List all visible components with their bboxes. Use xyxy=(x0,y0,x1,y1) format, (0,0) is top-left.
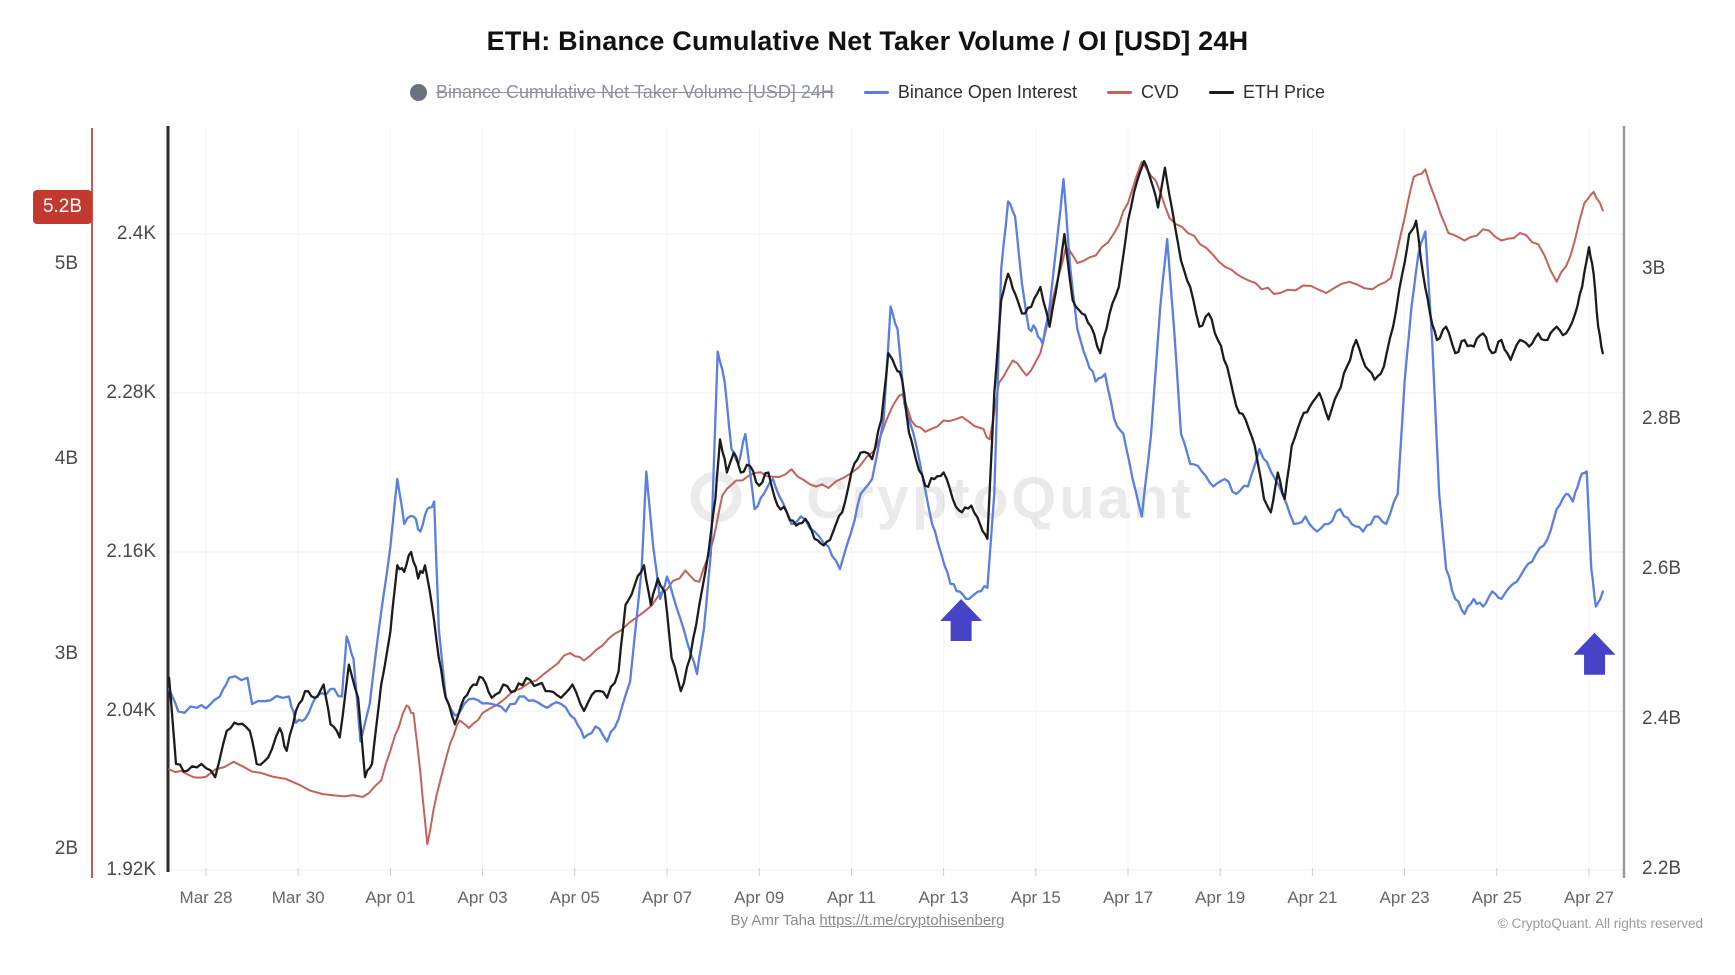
page-title: ETH: Binance Cumulative Net Taker Volume… xyxy=(486,26,1249,56)
legend-item-cvd[interactable]: CVD xyxy=(1106,81,1179,103)
legend-dash-icon xyxy=(1208,90,1234,94)
series-line-cvd xyxy=(168,160,1604,846)
up-arrow-annotation xyxy=(1573,632,1616,675)
y-tick-right: 2.2B xyxy=(1642,858,1682,879)
legend-item-binance-cumulative-net-taker-volume-usd-h[interactable]: Binance Cumulative Net Taker Volume [USD… xyxy=(409,81,834,103)
x-tick-label: Apr 15 xyxy=(1010,888,1061,907)
x-tick-label: Apr 03 xyxy=(457,888,508,907)
up-arrow-annotation xyxy=(940,599,983,641)
x-tick-label: Apr 27 xyxy=(1563,888,1615,907)
y-tick-right: 3B xyxy=(1642,258,1666,279)
legend-label: Binance Cumulative Net Taker Volume [USD… xyxy=(435,81,834,102)
y-tick-left-outer: 3B xyxy=(54,643,78,664)
x-tick-label: Apr 21 xyxy=(1287,888,1338,907)
footer-link[interactable]: https://t.me/cryptohisenberg xyxy=(819,912,1005,929)
legend-item-eth-price[interactable]: ETH Price xyxy=(1208,81,1325,103)
legend-dash-icon xyxy=(1106,90,1132,94)
legend-dash-icon xyxy=(863,90,889,94)
x-tick-label: Apr 17 xyxy=(1102,888,1154,907)
footer-credit-text: By Amr Taha xyxy=(730,912,816,929)
x-tick-label: Mar 30 xyxy=(271,888,325,907)
y-tick-left-inner: 2.16K xyxy=(106,541,156,562)
y-tick-left-inner: 1.92K xyxy=(106,859,156,880)
y-tick-left-inner: 2.28K xyxy=(106,382,156,403)
footer-credit: By Amr Taha https://t.me/cryptohisenberg xyxy=(0,912,1735,929)
x-tick-label: Apr 19 xyxy=(1195,888,1246,907)
legend: Binance Cumulative Net Taker Volume [USD… xyxy=(0,78,1735,106)
x-tick-label: Apr 13 xyxy=(918,888,969,907)
legend-item-binance-open-interest[interactable]: Binance Open Interest xyxy=(863,81,1077,103)
x-tick-label: Mar 28 xyxy=(179,888,233,907)
y-tick-left-inner: 2.4K xyxy=(116,223,156,244)
x-tick-label: Apr 07 xyxy=(641,888,693,907)
x-tick-label: Apr 01 xyxy=(365,888,416,907)
series-line-eth-price xyxy=(167,159,1604,779)
legend-label: ETH Price xyxy=(1242,81,1325,102)
x-tick-label: Apr 09 xyxy=(734,888,785,907)
watermark-text: CryptoQuant xyxy=(806,466,1193,531)
current-value-badge: 5.2B xyxy=(33,190,92,224)
series-line-binance-open-interest xyxy=(167,177,1604,743)
y-tick-right: 2.8B xyxy=(1642,408,1682,429)
y-tick-left-outer: 4B xyxy=(54,448,78,469)
x-tick-label: Apr 11 xyxy=(826,888,876,907)
y-tick-left-inner: 2.04K xyxy=(106,700,156,721)
y-tick-left-outer: 2B xyxy=(54,838,78,859)
y-tick-right: 2.4B xyxy=(1642,708,1682,729)
x-tick-label: Apr 23 xyxy=(1379,888,1430,907)
x-tick-label: Apr 05 xyxy=(549,888,600,907)
copyright: © CryptoQuant. All rights reserved xyxy=(1497,916,1703,931)
y-tick-left-outer: 5B xyxy=(54,253,78,274)
legend-label: Binance Open Interest xyxy=(897,81,1077,102)
y-tick-right: 2.6B xyxy=(1642,558,1682,579)
legend-label: CVD xyxy=(1140,81,1179,102)
x-tick-label: Apr 25 xyxy=(1471,888,1522,907)
legend-circle-icon xyxy=(409,83,427,101)
